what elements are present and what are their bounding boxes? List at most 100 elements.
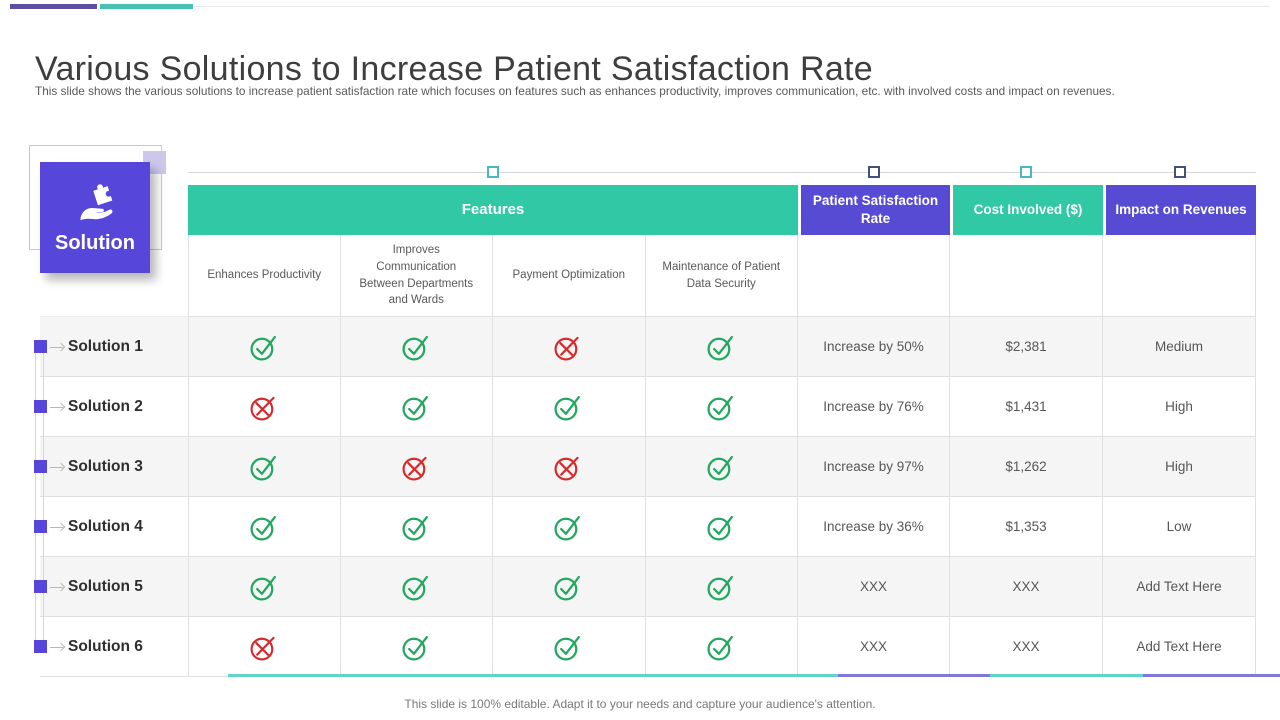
satisfaction-value[interactable]: Increase by 76% <box>798 377 950 437</box>
impact-value[interactable]: High <box>1103 437 1256 497</box>
feature-column-header[interactable]: Enhances Productivity <box>188 235 341 317</box>
check-icon <box>707 575 733 601</box>
bullet-arrow-icon <box>50 466 63 468</box>
feature-status-cell[interactable] <box>645 617 798 677</box>
cost-value[interactable]: $1,431 <box>950 377 1103 437</box>
feature-column-header[interactable]: Maintenance of Patient Data Security <box>645 235 798 317</box>
badge-label: Solution <box>55 232 135 254</box>
check-icon <box>554 395 581 421</box>
cross-icon <box>554 456 579 481</box>
bullet-arrow-icon <box>50 406 63 408</box>
satisfaction-value[interactable]: XXX <box>798 557 950 617</box>
solution-badge[interactable]: Solution <box>40 162 150 273</box>
page-title[interactable]: Various Solutions to Increase Patient Sa… <box>35 49 873 88</box>
bullet-arrow-icon <box>50 646 63 648</box>
solution-row-label[interactable]: Solution 4 <box>34 497 188 557</box>
cost-value[interactable]: XXX <box>950 617 1103 677</box>
feature-column-header[interactable]: Payment Optimization <box>493 235 646 317</box>
connector-line <box>43 347 44 647</box>
solution-row-label[interactable]: Solution 1 <box>34 317 188 377</box>
satisfaction-value[interactable]: XXX <box>798 617 950 677</box>
feature-status-cell[interactable] <box>493 617 646 677</box>
subheader-empty-cell[interactable] <box>798 235 950 317</box>
impact-value[interactable]: Add Text Here <box>1103 617 1256 677</box>
feature-status-cell[interactable] <box>645 437 798 497</box>
feature-status-cell[interactable] <box>340 317 493 377</box>
accent-bar-purple <box>10 4 97 9</box>
table-bottom-accent <box>990 674 1143 677</box>
feature-status-cell[interactable] <box>188 437 341 497</box>
feature-status-cell[interactable] <box>645 497 798 557</box>
bullet-square-icon <box>34 340 47 353</box>
feature-status-cell[interactable] <box>340 557 493 617</box>
bullet-square-icon <box>34 400 47 413</box>
satisfaction-value[interactable]: Increase by 97% <box>798 437 950 497</box>
solution-row-label[interactable]: Solution 2 <box>34 377 188 437</box>
feature-status-cell[interactable] <box>188 617 341 677</box>
table-bottom-accent <box>838 674 990 677</box>
hand-holding-puzzle-icon <box>80 184 113 221</box>
impact-value[interactable]: Medium <box>1103 317 1256 377</box>
feature-status-cell[interactable] <box>188 377 341 437</box>
check-icon <box>250 575 276 601</box>
selection-handle-icon[interactable] <box>487 166 499 178</box>
feature-status-cell[interactable] <box>645 317 798 377</box>
selection-handle-icon[interactable] <box>868 166 880 178</box>
cross-icon <box>402 456 427 481</box>
impact-value[interactable]: High <box>1103 377 1256 437</box>
accent-bar-teal <box>100 4 193 9</box>
header-patient-satisfaction-rate[interactable]: Patient Satisfaction Rate <box>798 185 950 235</box>
check-icon <box>554 575 581 601</box>
check-icon <box>250 455 276 481</box>
bullet-arrow-icon <box>50 346 63 348</box>
solution-row-label[interactable]: Solution 6 <box>34 617 188 677</box>
subheader-spacer <box>40 235 188 317</box>
table-bottom-accent <box>1143 674 1280 677</box>
slide-subtitle[interactable]: This slide shows the various solutions t… <box>35 84 1115 98</box>
feature-status-cell[interactable] <box>340 617 493 677</box>
satisfaction-value[interactable]: Increase by 50% <box>798 317 950 377</box>
cost-value[interactable]: $1,353 <box>950 497 1103 557</box>
check-icon <box>402 635 428 661</box>
feature-status-cell[interactable] <box>188 317 341 377</box>
bullet-square-icon <box>34 580 47 593</box>
feature-status-cell[interactable] <box>340 497 493 557</box>
selection-handle-icon[interactable] <box>1020 166 1032 178</box>
feature-status-cell[interactable] <box>188 557 341 617</box>
feature-status-cell[interactable] <box>645 377 798 437</box>
feature-status-cell[interactable] <box>493 317 646 377</box>
subheader-empty-cell[interactable] <box>950 235 1103 317</box>
feature-status-cell[interactable] <box>188 497 341 557</box>
feature-status-cell[interactable] <box>493 497 646 557</box>
feature-status-cell[interactable] <box>340 377 493 437</box>
feature-column-header[interactable]: Improves Communication Between Departmen… <box>340 235 493 317</box>
impact-value[interactable]: Add Text Here <box>1103 557 1256 617</box>
impact-value[interactable]: Low <box>1103 497 1256 557</box>
solutions-table: Features Patient Satisfaction Rate Cost … <box>34 185 1256 677</box>
solution-row-label[interactable]: Solution 3 <box>34 437 188 497</box>
cost-value[interactable]: XXX <box>950 557 1103 617</box>
feature-status-cell[interactable] <box>493 437 646 497</box>
header-features[interactable]: Features <box>188 185 798 235</box>
selection-handle-icon[interactable] <box>1174 166 1186 178</box>
solution-row-label[interactable]: Solution 5 <box>34 557 188 617</box>
feature-status-cell[interactable] <box>493 377 646 437</box>
header-cost-involved[interactable]: Cost Involved ($) <box>950 185 1103 235</box>
satisfaction-value[interactable]: Increase by 36% <box>798 497 950 557</box>
check-icon <box>402 395 428 421</box>
footer-note[interactable]: This slide is 100% editable. Adapt it to… <box>404 697 876 711</box>
cost-value[interactable]: $2,381 <box>950 317 1103 377</box>
cross-icon <box>250 636 275 661</box>
feature-status-cell[interactable] <box>340 437 493 497</box>
subheader-empty-cell[interactable] <box>1103 235 1256 317</box>
feature-status-cell[interactable] <box>493 557 646 617</box>
cost-value[interactable]: $1,262 <box>950 437 1103 497</box>
check-icon <box>707 335 733 361</box>
bullet-arrow-icon <box>50 526 63 528</box>
header-impact-on-revenues[interactable]: Impact on Revenues <box>1103 185 1256 235</box>
check-icon <box>554 635 581 661</box>
feature-status-cell[interactable] <box>645 557 798 617</box>
selection-line <box>188 172 1256 173</box>
check-icon <box>554 515 581 541</box>
bullet-square-icon <box>34 640 47 653</box>
